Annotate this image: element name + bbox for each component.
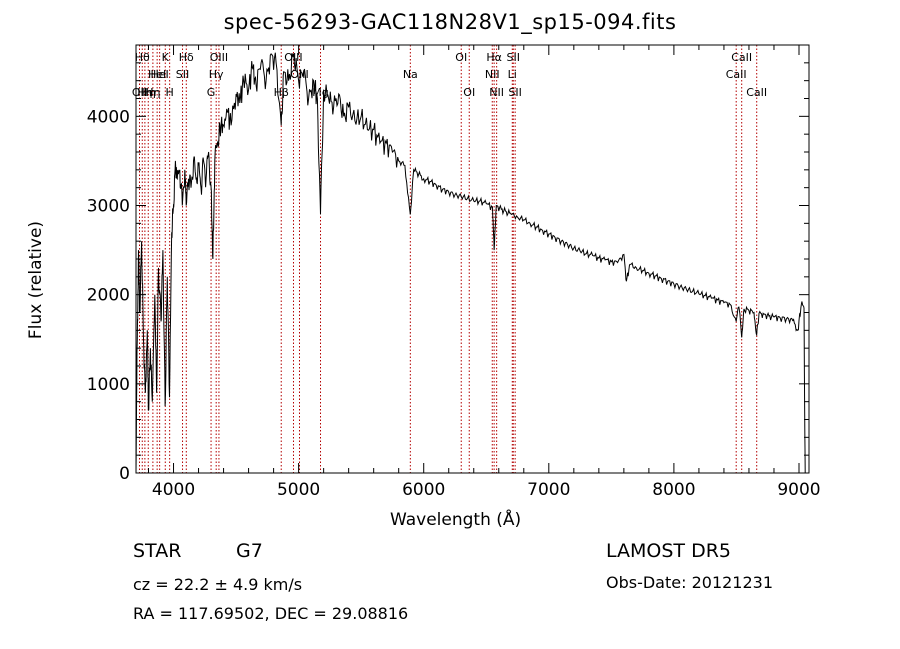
x-tick-label: 5000	[277, 480, 320, 500]
x-tick-label: 9000	[777, 480, 820, 500]
x-tick-label: 8000	[652, 480, 695, 500]
line-label: SII	[508, 86, 521, 99]
line-label: H	[166, 86, 174, 99]
x-tick-label: 4000	[152, 480, 195, 500]
line-label: Na	[403, 68, 418, 81]
chart-title: spec-56293-GAC118N28V1_sp15-094.fits	[223, 10, 677, 34]
line-label: CaII	[726, 68, 747, 81]
x-tick-label: 7000	[527, 480, 570, 500]
line-label: HeI	[148, 68, 166, 81]
observation-date: Obs-Date: 20121231	[606, 573, 774, 592]
survey-name: LAMOST DR5	[606, 540, 731, 562]
spectral-line-labels: OIIHθHηHηHηHeIHeIKHSIIHδGHγOIIIHβOIIIOII…	[132, 51, 767, 99]
y-axis-label: Flux (relative)	[26, 220, 46, 340]
line-label: Hθ	[135, 51, 150, 64]
spectral-class: STAR	[133, 540, 182, 562]
line-label: HeI	[150, 68, 168, 81]
line-label: OI	[455, 51, 467, 64]
line-label: Mg	[312, 86, 328, 99]
line-label: Li	[508, 68, 517, 81]
plot-frame	[135, 44, 810, 474]
x-tick-label: 6000	[402, 480, 445, 500]
line-label: K	[162, 51, 170, 64]
line-label: Hη	[141, 86, 156, 99]
line-label: Hδ	[179, 51, 194, 64]
coordinates: RA = 117.69502, DEC = 29.08816	[133, 604, 409, 623]
y-tick-label: 3000	[87, 197, 130, 217]
line-label: NII	[489, 86, 504, 99]
x-axis-label: Wavelength (Å)	[390, 510, 522, 530]
line-label: Hη	[145, 86, 160, 99]
line-label: OI	[463, 86, 475, 99]
line-label: OIII	[284, 51, 302, 64]
line-label: Hα	[486, 51, 502, 64]
line-label: NII	[485, 68, 500, 81]
line-label: Hγ	[209, 68, 224, 81]
spectral-subclass: G7	[236, 540, 263, 562]
line-label: Hη	[137, 86, 152, 99]
y-tick-label: 2000	[87, 286, 130, 306]
line-label: SII	[507, 51, 520, 64]
line-label: G	[207, 86, 216, 99]
line-label: SII	[176, 68, 189, 81]
line-label: OIII	[290, 68, 308, 81]
chart-axes: 4000 5000 6000 7000 8000 9000 0 1000 2000 3000 400…	[87, 44, 821, 500]
spectrum-series	[135, 52, 806, 474]
line-label: CaII	[731, 51, 752, 64]
spectrum-line	[135, 52, 806, 474]
line-label: OII	[132, 86, 147, 99]
y-tick-label: 1000	[87, 375, 130, 395]
line-label: OIII	[210, 51, 228, 64]
y-tick-label: 4000	[87, 107, 130, 127]
line-label: CaII	[746, 86, 767, 99]
line-label: Hβ	[274, 86, 289, 99]
redshift-value: cz = 22.2 ± 4.9 km/s	[133, 575, 303, 594]
spectral-line-markers	[139, 45, 758, 473]
y-tick-label: 0	[119, 464, 130, 484]
